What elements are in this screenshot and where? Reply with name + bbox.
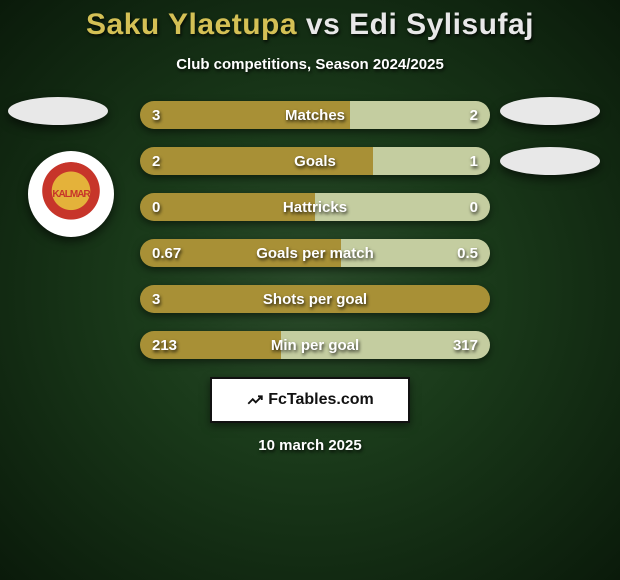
stat-bar-left-fill (140, 285, 490, 313)
comparison-area: KALMAR 32Matches 21Goals 00Hattricks 0.670.… (0, 101, 620, 359)
player2-badge-placeholder-1 (500, 97, 600, 125)
stat-bar-left-fill (140, 331, 281, 359)
player1-name: Saku Ylaetupa (86, 8, 297, 41)
chart-icon (246, 391, 264, 409)
player2-badge-placeholder-2 (500, 147, 600, 175)
stat-bar-row: 32Matches (140, 101, 490, 129)
footer-date: 10 march 2025 (0, 437, 620, 454)
stat-bar-row: 00Hattricks (140, 193, 490, 221)
vs-text: vs (306, 8, 340, 41)
stat-bar-row: 3Shots per goal (140, 285, 490, 313)
stat-bar-right-fill (373, 147, 490, 175)
club-badge: KALMAR (28, 151, 114, 237)
stat-bar-left-fill (140, 239, 341, 267)
site-badge: FcTables.com (210, 377, 410, 423)
club-badge-text: KALMAR (52, 189, 89, 200)
stat-bar-left-fill (140, 193, 315, 221)
stat-bar-row: 0.670.5Goals per match (140, 239, 490, 267)
stat-bar-row: 213317Min per goal (140, 331, 490, 359)
stat-bar-right-fill (281, 331, 490, 359)
stat-bar-left-fill (140, 101, 350, 129)
player2-name: Edi Sylisufaj (349, 8, 534, 41)
stat-bar-right-fill (315, 193, 490, 221)
stat-bar-left-fill (140, 147, 373, 175)
stat-bar-right-fill (341, 239, 490, 267)
stat-bars: 32Matches 21Goals 00Hattricks 0.670.5Goals … (140, 101, 490, 359)
club-badge-inner: KALMAR (39, 162, 103, 226)
title: Saku Ylaetupa vs Edi Sylisufaj (0, 0, 620, 42)
stat-bar-row: 21Goals (140, 147, 490, 175)
site-name: FcTables.com (268, 391, 374, 409)
player1-badge-placeholder (8, 97, 108, 125)
subtitle: Club competitions, Season 2024/2025 (0, 56, 620, 73)
stat-bar-right-fill (350, 101, 490, 129)
